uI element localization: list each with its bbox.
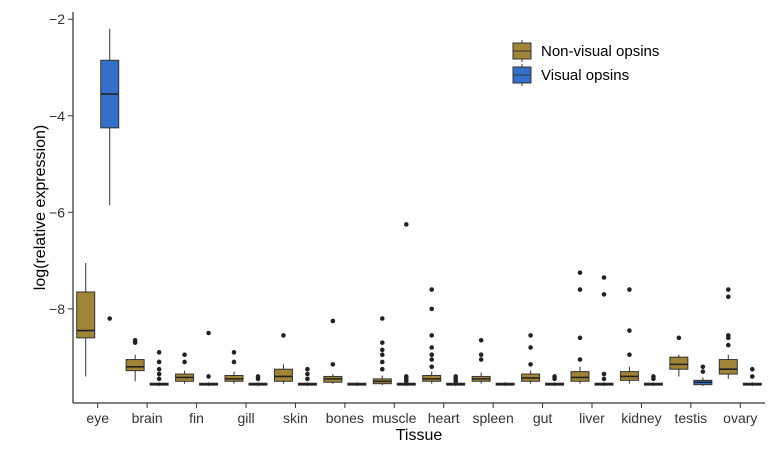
x-tick-label: brain: [132, 410, 163, 426]
outlier-point: [725, 294, 731, 300]
outlier-point: [379, 366, 385, 372]
x-tick-label: gill: [237, 410, 254, 426]
outlier-point: [379, 352, 385, 358]
outlier-point: [156, 366, 162, 372]
outlier-point: [305, 366, 310, 372]
x-axis-title: Tissue: [396, 427, 443, 444]
x-tick-label: muscle: [372, 410, 417, 426]
legend-label-visual: Visual opsins: [541, 67, 629, 84]
y-axis-title: log(relative expression): [32, 125, 49, 290]
outlier-point: [627, 352, 632, 358]
outlier-point: [231, 359, 237, 365]
y-tick-label: −2: [49, 11, 65, 27]
x-tick-label: kidney: [621, 410, 661, 426]
x-tick-label: heart: [428, 410, 460, 426]
x-tick-label: liver: [579, 410, 605, 426]
legend-item-non-visual: Non-visual opsins: [512, 40, 659, 62]
outlier-point: [601, 376, 607, 382]
outlier-point: [182, 352, 187, 358]
outlier-point: [749, 366, 755, 372]
legend-item-visual: Visual opsins: [512, 64, 629, 86]
outlier-point: [478, 357, 484, 362]
outlier-point: [231, 350, 237, 355]
outlier-point: [577, 287, 583, 292]
outlier-point: [651, 374, 656, 379]
legend-label-non-visual: Non-visual opsins: [541, 43, 659, 60]
outlier-point: [156, 371, 162, 377]
ticks: −2 −4 −6 −8 eye brain fin gill skin bones muscle he…: [49, 11, 757, 426]
outlier-point: [700, 369, 706, 374]
outlier-point: [601, 292, 607, 297]
outlier-point: [627, 328, 632, 333]
outlier-point: [528, 362, 533, 367]
outlier-point: [429, 306, 435, 312]
box-body: [669, 356, 689, 370]
outlier-point: [429, 345, 435, 350]
legend: Non-visual opsins Visual opsins: [512, 40, 659, 86]
x-tick-label: gut: [533, 410, 553, 426]
outlier-point: [156, 376, 162, 382]
outlier-point: [577, 335, 583, 341]
outlier-point: [429, 287, 435, 292]
box-body: [273, 368, 293, 382]
outlier-point: [725, 333, 731, 338]
outlier-point: [107, 316, 113, 321]
x-tick-label: fin: [189, 410, 204, 426]
outlier-point: [601, 275, 607, 280]
outlier-point: [403, 222, 409, 227]
outlier-point: [676, 335, 682, 341]
outlier-point: [577, 357, 583, 362]
outlier-point: [182, 359, 187, 365]
outlier-point: [156, 359, 162, 365]
outlier-point: [281, 333, 286, 338]
outlier-point: [552, 374, 557, 379]
x-tick-label: skin: [283, 410, 308, 426]
box-body: [76, 291, 96, 339]
box-body: [125, 359, 145, 372]
outlier-point: [478, 337, 484, 343]
outlier-point: [255, 374, 261, 379]
outlier-point: [429, 333, 435, 338]
box-body: [570, 371, 590, 382]
outlier-point: [206, 374, 211, 379]
y-tick-label: −6: [49, 204, 65, 220]
outlier-point: [403, 374, 409, 379]
x-tick-label: eye: [86, 410, 109, 426]
outlier-point: [429, 357, 435, 362]
outlier-point: [305, 371, 310, 377]
x-tick-label: ovary: [723, 410, 757, 426]
outlier-point: [379, 340, 385, 345]
outlier-point: [379, 359, 385, 365]
axes: [72, 12, 765, 404]
plot-area: [76, 28, 762, 387]
outlier-point: [528, 345, 533, 350]
x-tick-label: testis: [675, 410, 708, 426]
outlier-point: [429, 364, 435, 370]
y-tick-label: −4: [49, 108, 65, 124]
outlier-point: [725, 287, 731, 292]
outlier-point: [429, 352, 435, 358]
outlier-point: [379, 316, 385, 321]
outlier-point: [627, 287, 632, 292]
outlier-point: [330, 362, 336, 367]
y-tick-label: −8: [49, 301, 65, 317]
outlier-point: [725, 342, 731, 348]
outlier-point: [156, 350, 162, 355]
outlier-point: [749, 374, 755, 379]
outlier-point: [206, 330, 211, 336]
outlier-point: [330, 318, 336, 324]
x-tick-label: spleen: [473, 410, 514, 426]
box-body: [718, 359, 738, 375]
outlier-point: [132, 340, 138, 345]
outlier-point: [577, 270, 583, 275]
outlier-point: [379, 347, 385, 353]
outlier-point: [478, 352, 484, 358]
outlier-point: [305, 376, 310, 382]
outlier-point: [700, 364, 706, 370]
outlier-point: [528, 333, 533, 338]
x-tick-label: bones: [326, 410, 364, 426]
outlier-point: [453, 374, 459, 379]
outlier-point: [601, 371, 607, 377]
